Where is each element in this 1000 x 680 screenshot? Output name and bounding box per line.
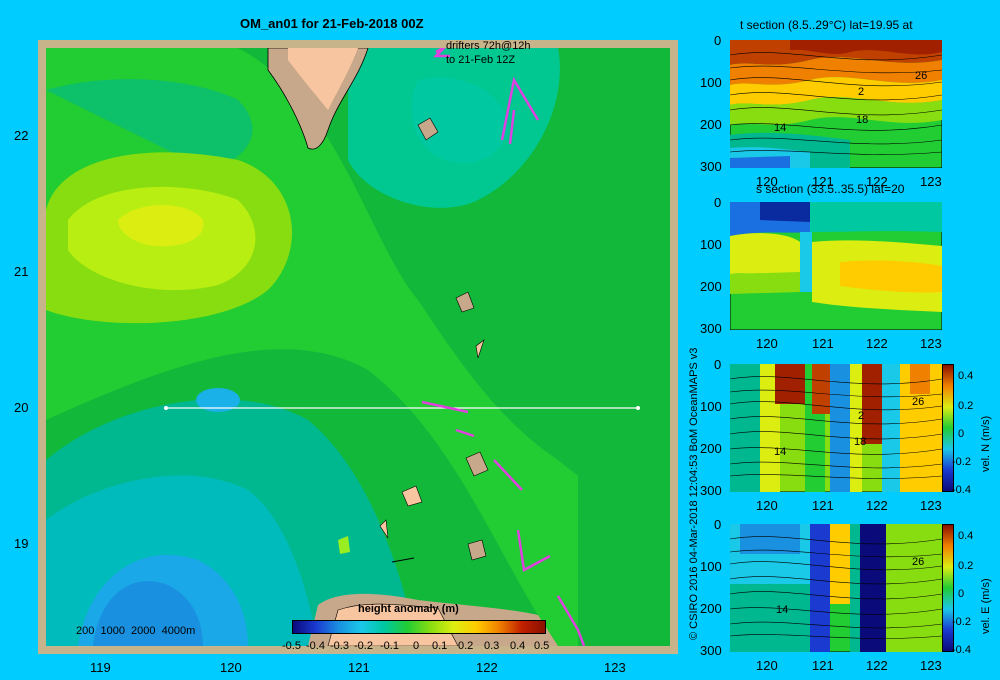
east-velocity-section[interactable] — [730, 524, 942, 652]
contour-label: 18 — [856, 114, 869, 126]
depth-tick: 0 — [714, 33, 722, 48]
cbar-tick: 0.4 — [958, 530, 974, 542]
panel-title-s: s section (33.5..35.5) lat=20 — [756, 182, 905, 196]
cbar-tick: -0.4 — [952, 484, 971, 496]
north-velocity-section[interactable] — [730, 364, 942, 492]
map-lon-tick: 123 — [604, 660, 626, 675]
lon-tick: 120 — [756, 336, 778, 351]
contour-label: 26 — [912, 396, 925, 408]
map-lon-tick: 122 — [476, 660, 498, 675]
contour-label: 14 — [776, 604, 789, 616]
map-lon-tick: 121 — [348, 660, 370, 675]
east-velocity-colorbar — [942, 524, 954, 652]
map-lon-tick: 119 — [90, 660, 111, 675]
map-lat-tick: 20 — [14, 400, 29, 415]
lon-tick: 123 — [920, 658, 942, 673]
height-anomaly-map[interactable] — [38, 40, 678, 654]
lon-tick: 121 — [812, 498, 834, 513]
depth-tick: 300 — [700, 643, 722, 658]
depth-legend: 200 1000 2000 4000m — [76, 625, 196, 637]
colorbar-tick: -0.3 — [330, 640, 349, 652]
north-velocity-colorbar — [942, 364, 954, 492]
depth-tick: 100 — [700, 75, 722, 90]
lon-tick: 123 — [920, 336, 942, 351]
depth-tick: 100 — [700, 399, 722, 414]
lon-tick: 123 — [920, 174, 942, 189]
colorbar-tick: 0.1 — [432, 640, 448, 652]
lon-tick: 123 — [920, 498, 942, 513]
colorbar-tick: 0.5 — [534, 640, 550, 652]
depth-tick: 0 — [714, 517, 722, 532]
colorbar-tick: -0.4 — [306, 640, 325, 652]
cbar-tick: 0 — [958, 428, 965, 440]
depth-tick: 200 — [700, 601, 722, 616]
lon-tick: 122 — [866, 174, 888, 189]
colorbar-tick: 0.4 — [510, 640, 526, 652]
contour-label: 14 — [774, 446, 787, 458]
height-anomaly-colorbar — [292, 620, 546, 634]
contour-label: 2 — [858, 410, 865, 422]
drifters-label-2: to 21-Feb 12Z — [446, 54, 516, 66]
depth-tick: 300 — [700, 321, 722, 336]
colorbar-tick: -0.5 — [282, 640, 301, 652]
cbar-tick: 0.2 — [958, 400, 974, 412]
lon-tick: 121 — [812, 658, 834, 673]
contour-label: 14 — [774, 122, 787, 134]
depth-tick: 300 — [700, 483, 722, 498]
map-lat-tick: 19 — [14, 536, 29, 551]
lon-tick: 122 — [866, 498, 888, 513]
lon-tick: 122 — [866, 658, 888, 673]
drifter-tracks — [421, 76, 586, 646]
cbar-tick: -0.2 — [952, 616, 971, 628]
cbar-tick: -0.2 — [952, 456, 971, 468]
depth-tick: 200 — [700, 117, 722, 132]
lon-tick: 120 — [756, 498, 778, 513]
cbar-tick: 0.4 — [958, 370, 974, 382]
map-lat-tick: 21 — [14, 264, 29, 279]
map-lon-tick: 120 — [220, 660, 242, 675]
depth-tick: 100 — [700, 559, 722, 574]
colorbar-tick: 0 — [413, 640, 420, 652]
contour-label: 26 — [915, 70, 928, 82]
colorbar-tick: 0.3 — [484, 640, 500, 652]
contour-label: 26 — [912, 556, 925, 568]
depth-tick: 200 — [700, 441, 722, 456]
colorbar-title: height anomaly (m) — [358, 603, 459, 615]
depth-tick: 200 — [700, 279, 722, 294]
lon-tick: 121 — [812, 336, 834, 351]
cbar-label: vel. E (m/s) — [980, 578, 992, 634]
lon-tick: 122 — [866, 336, 888, 351]
contour-label: 18 — [854, 436, 867, 448]
credit-text: © CSIRO 2016 04-Mar-2018 12:04:53 BoM Oc… — [688, 347, 700, 640]
map-title: OM_an01 for 21-Feb-2018 00Z — [240, 16, 424, 31]
cbar-tick: -0.4 — [952, 644, 971, 656]
temperature-section[interactable] — [730, 40, 942, 168]
colorbar-tick: 0.2 — [458, 640, 474, 652]
cbar-tick: 0 — [958, 588, 965, 600]
depth-tick: 0 — [714, 357, 722, 372]
panel-title-t: t section (8.5..29°C) lat=19.95 at — [740, 18, 913, 32]
depth-tick: 100 — [700, 237, 722, 252]
lon-tick: 120 — [756, 658, 778, 673]
cbar-label: vel. N (m/s) — [980, 415, 992, 472]
colorbar-tick: -0.1 — [380, 640, 399, 652]
lon-tick: 121 — [812, 174, 834, 189]
cbar-tick: 0.2 — [958, 560, 974, 572]
lon-tick: 120 — [756, 174, 778, 189]
map-lat-tick: 22 — [14, 128, 29, 143]
depth-tick: 0 — [714, 195, 722, 210]
drifters-label-1: drifters 72h@12h — [446, 40, 531, 52]
depth-tick: 300 — [700, 159, 722, 174]
salinity-section[interactable] — [730, 202, 942, 330]
colorbar-tick: -0.2 — [354, 640, 373, 652]
contour-label: 2 — [858, 86, 865, 98]
